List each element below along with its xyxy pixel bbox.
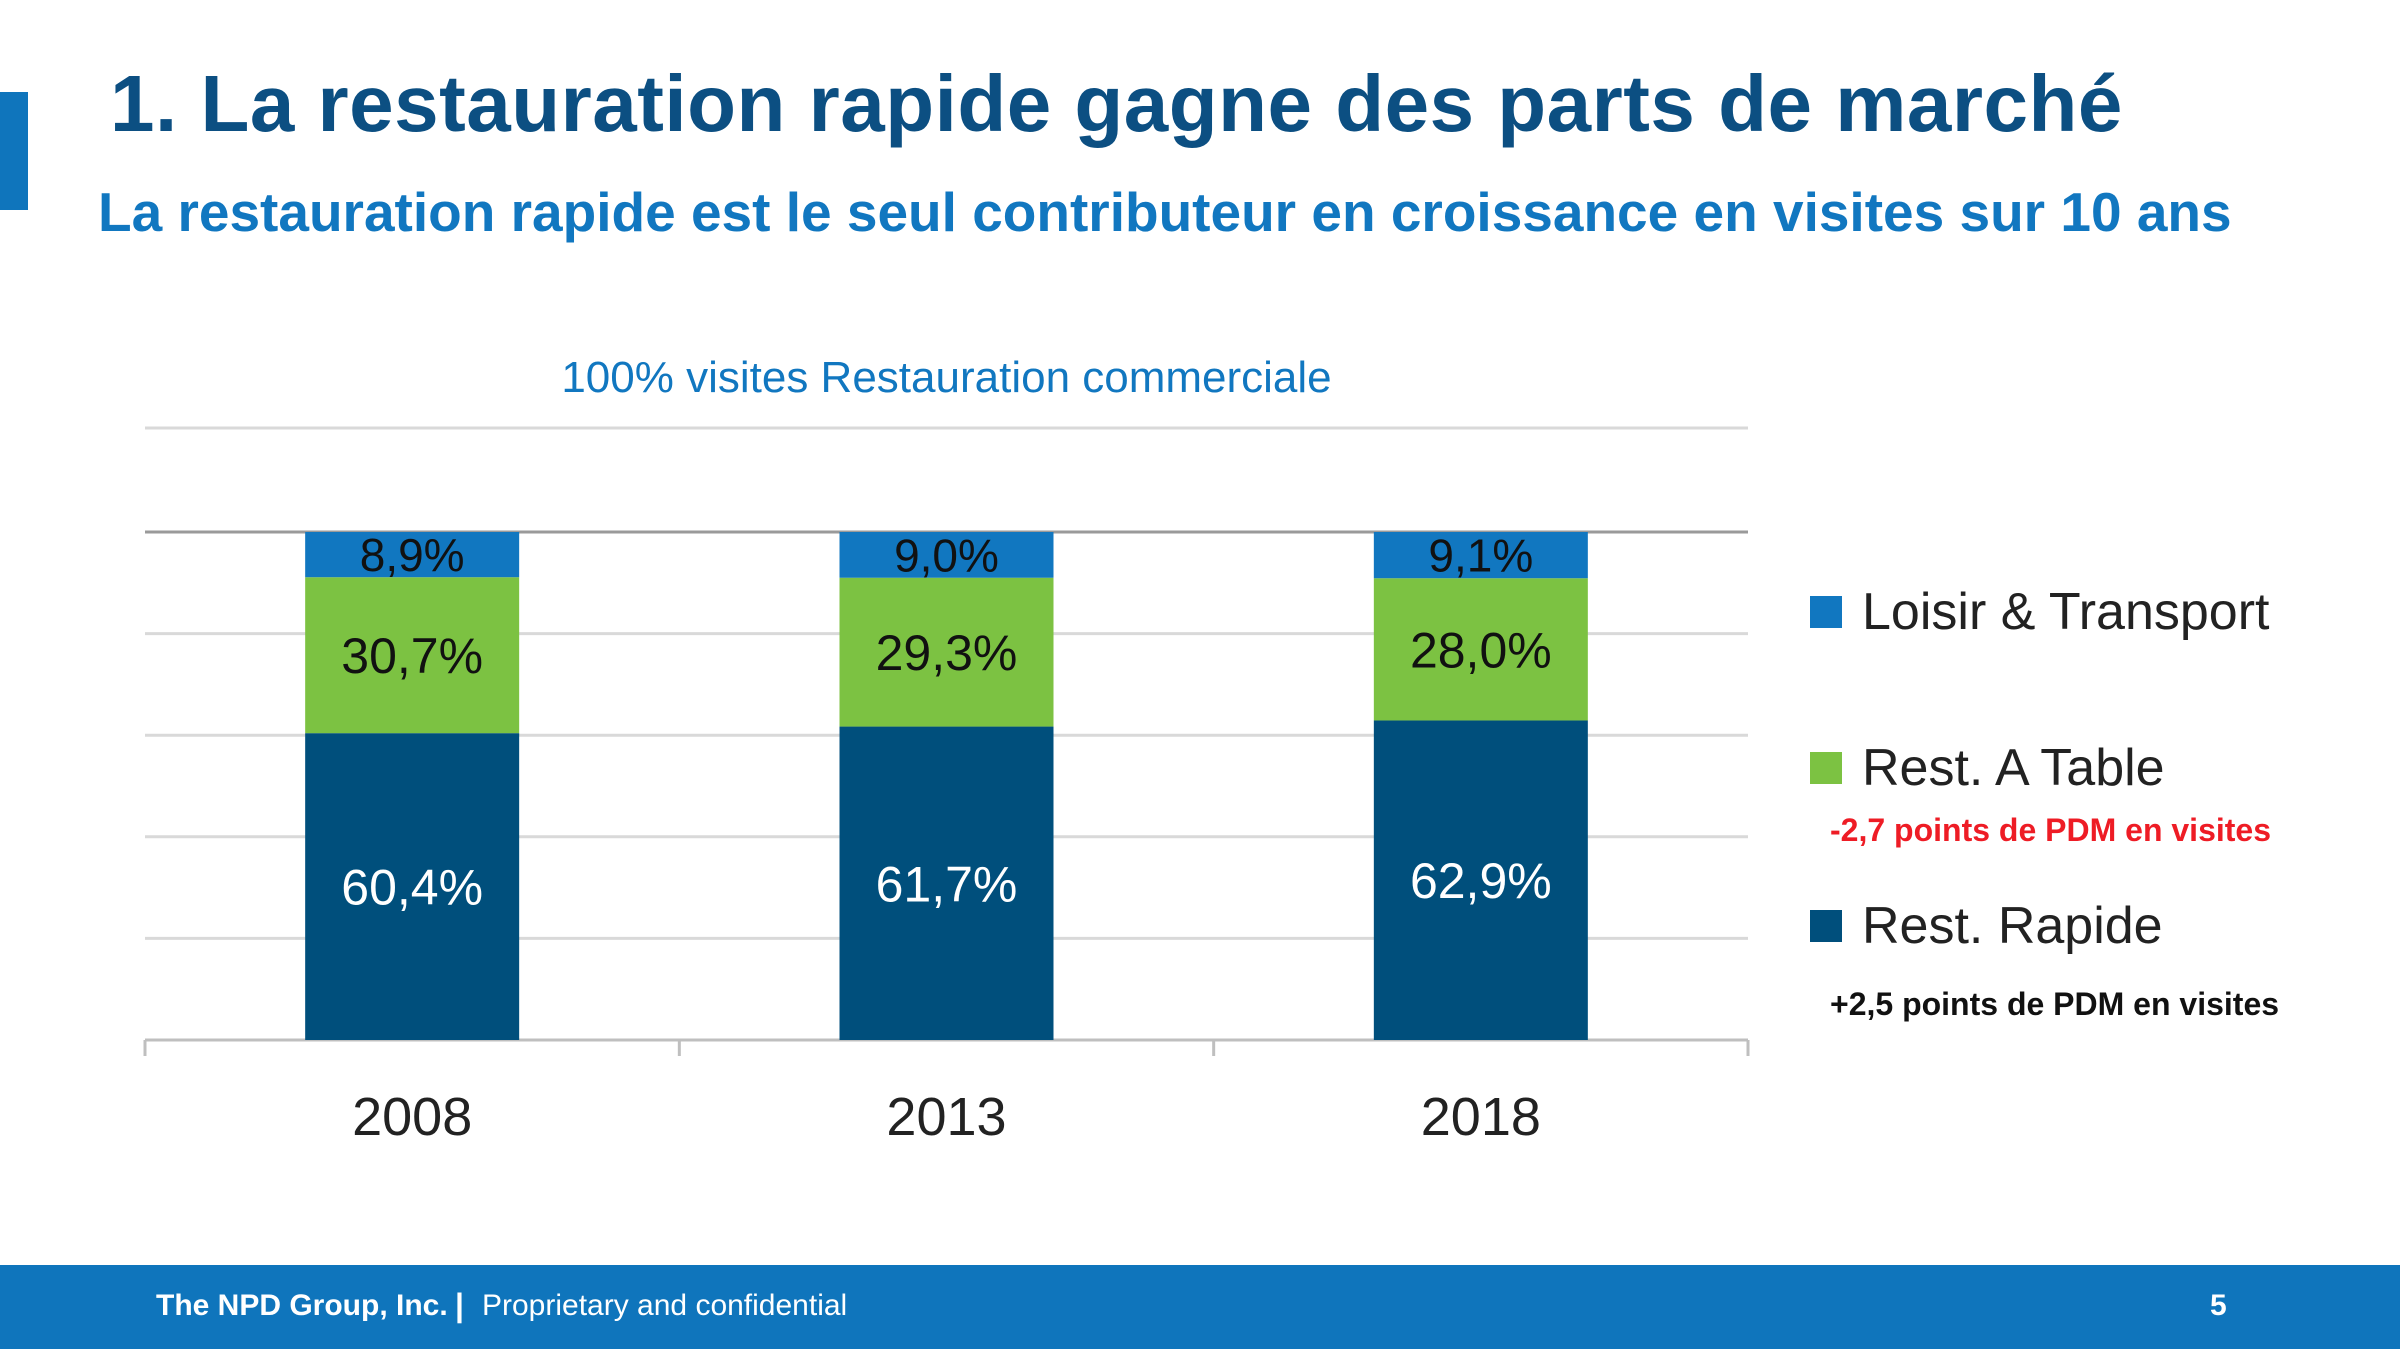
legend-swatch-rest-a-table (1810, 752, 1842, 784)
legend-note-rest-a-table: -2,7 points de PDM en visites (1830, 812, 2271, 848)
legend-swatch-loisir (1810, 596, 1842, 628)
data-label-rest-rapide-2013: 61,7% (876, 856, 1018, 912)
legend-item-rest-a-table: Rest. A Table (1810, 738, 2165, 798)
data-label-rest-a-table-2018: 28,0% (1410, 622, 1552, 678)
legend-item-rest-rapide: Rest. Rapide (1810, 896, 2163, 956)
legend-label-rest-a-table: Rest. A Table (1862, 739, 2165, 797)
legend-label-loisir: Loisir & Transport (1862, 583, 2270, 641)
bar-loisir-transport-2013 (839, 532, 1054, 578)
legend-note-rest-rapide: +2,5 points de PDM en visites (1830, 986, 2280, 1022)
page-title: 1. La restauration rapide gagne des part… (110, 59, 2123, 148)
data-label-rest-rapide-2018: 62,9% (1410, 853, 1552, 909)
bar-rest-a-table-2018 (1373, 578, 1588, 721)
data-label-loisir-transport-2013: 9,0% (894, 529, 999, 581)
bar-rest-rapide-2018 (1373, 720, 1588, 1040)
data-label-rest-a-table-2008: 30,7% (341, 628, 483, 684)
stacked-bar-chart: 100% visites Restauration commerciale 60,… (143, 353, 1750, 1147)
data-label-rest-rapide-2008: 60,4% (341, 860, 483, 916)
data-label-rest-a-table-2013: 29,3% (876, 625, 1018, 681)
footer-bar: The NPD Group, Inc. | Proprietary and co… (0, 1265, 2400, 1349)
page-subtitle: La restauration rapide est le seul contr… (98, 181, 2232, 243)
data-label-loisir-transport-2008: 8,9% (360, 529, 465, 581)
legend-swatch-rest-rapide (1810, 910, 1842, 942)
bar-loisir-transport-2008 (305, 532, 520, 578)
x-tick-label-2018: 2018 (1421, 1087, 1541, 1147)
footer-company: The NPD Group, Inc. (156, 1289, 448, 1322)
chart-title: 100% visites Restauration commerciale (561, 353, 1331, 402)
x-tick-label-2013: 2013 (886, 1087, 1006, 1147)
footer-confidential: Proprietary and confidential (482, 1289, 848, 1322)
legend-item-loisir: Loisir & Transport (1810, 582, 2270, 642)
legend-label-rest-rapide: Rest. Rapide (1862, 897, 2163, 955)
data-label-loisir-transport-2018: 9,1% (1428, 530, 1533, 582)
bar-rest-rapide-2008 (305, 733, 520, 1040)
bar-rest-a-table-2008 (305, 577, 520, 734)
title-accent-bar (0, 92, 28, 210)
page-number: 5 (2210, 1289, 2227, 1322)
bar-rest-rapide-2013 (839, 726, 1054, 1040)
x-tick-label-2008: 2008 (352, 1087, 472, 1147)
footer-separator: | (455, 1287, 464, 1323)
bar-loisir-transport-2018 (1373, 532, 1588, 579)
bar-rest-a-table-2013 (839, 577, 1054, 727)
